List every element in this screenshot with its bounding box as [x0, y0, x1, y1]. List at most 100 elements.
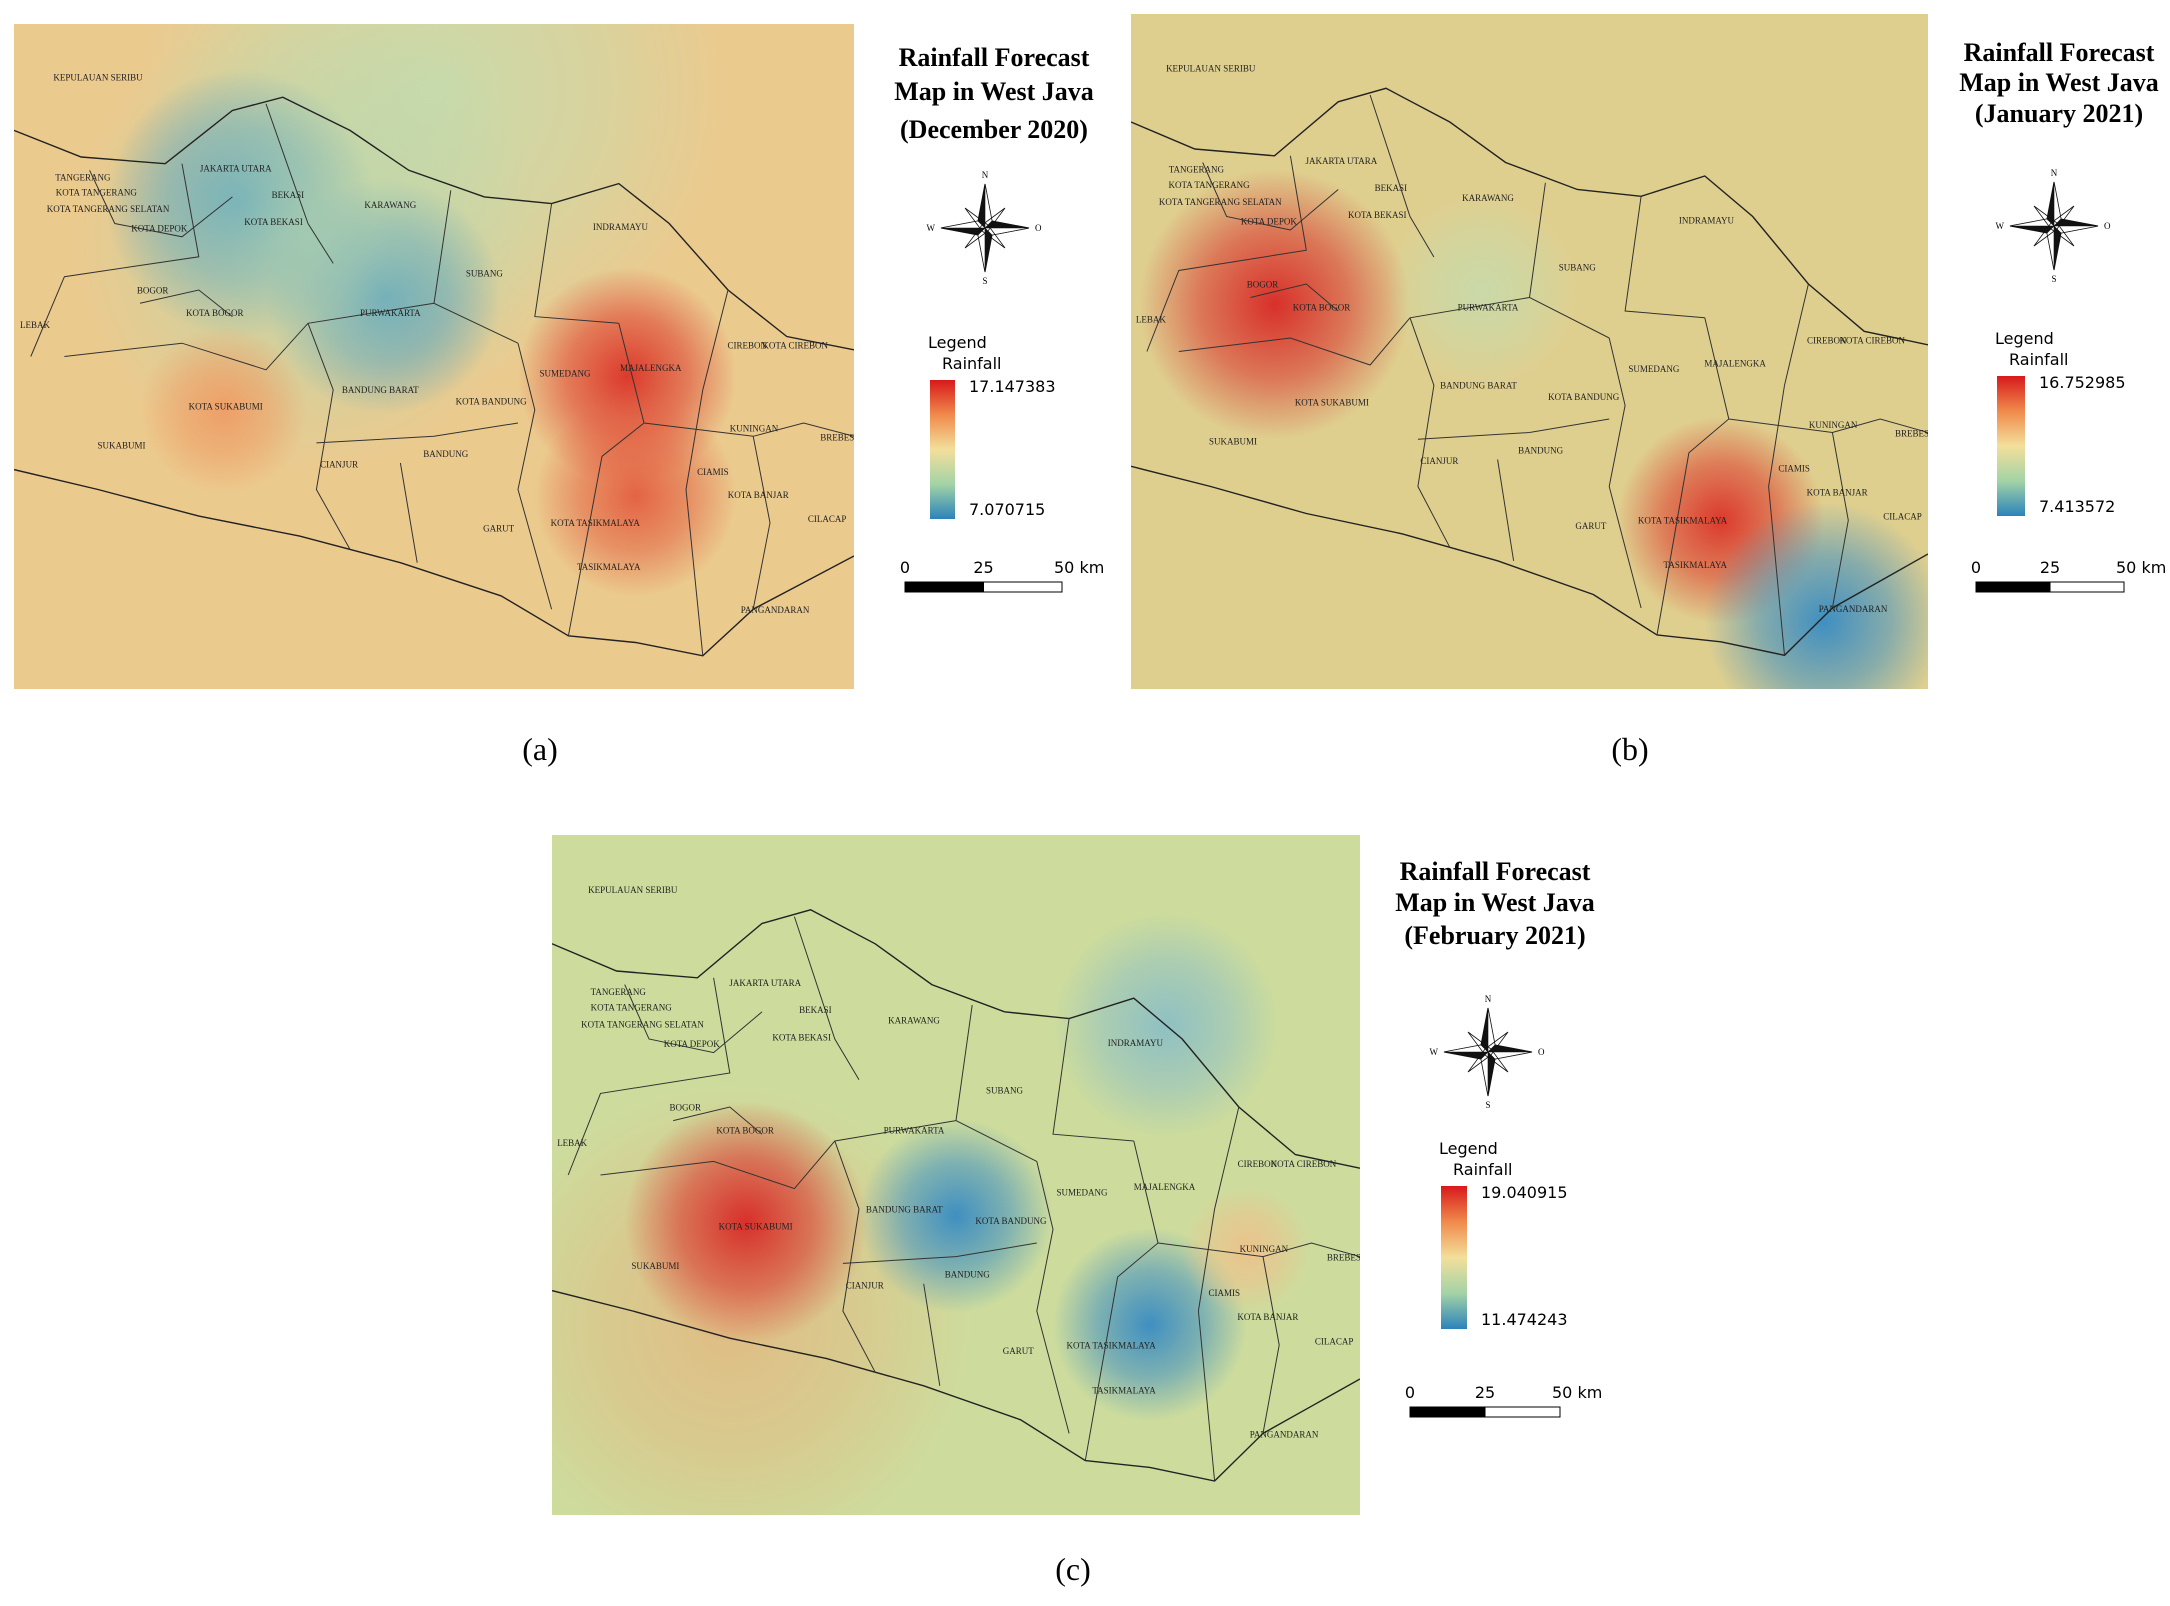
region-label: KARAWANG [364, 200, 416, 210]
region-label: INDRAMAYU [593, 222, 649, 232]
region-border [624, 984, 763, 1054]
region-label: LEBAK [20, 320, 50, 330]
region-label: CIANJUR [846, 1281, 884, 1291]
region-border [1197, 1106, 1240, 1482]
legend-title: Legend [1995, 329, 2054, 348]
region-label: KOTA BEKASI [1348, 210, 1407, 220]
region-border [567, 977, 731, 1176]
scale-label: 0 [1405, 1383, 1415, 1402]
map-title: Rainfall Forecast [899, 43, 1090, 72]
region-label: TANGERANG [55, 172, 111, 182]
region-label: BOGOR [137, 285, 169, 295]
panel: KEPULAUAN SERIBU TANGERANG KOTA TANGERANG K… [552, 835, 1602, 1587]
region-border [1369, 94, 1435, 258]
region-label: INDRAMAYU [1108, 1038, 1164, 1048]
region-label: CIAMIS [1208, 1288, 1240, 1298]
region-label: KOTA DEPOK [1241, 217, 1298, 227]
panel: KEPULAUAN SERIBU TANGERANG KOTA TANGERANG K… [1131, 14, 2166, 767]
region-border [1608, 337, 1642, 609]
region-border [316, 422, 519, 444]
coastline [14, 468, 854, 657]
region-border [1178, 297, 1530, 366]
region-label: KOTA SUKABUMI [189, 402, 263, 412]
legend-max: 19.040915 [1481, 1183, 1568, 1202]
rainfall-field [624, 1101, 868, 1344]
region-label: KUNINGAN [730, 424, 779, 434]
region-border [752, 436, 771, 610]
region-border [1146, 155, 1307, 352]
region-border [30, 163, 200, 357]
region-label: PURWAKARTA [1458, 302, 1519, 312]
region-label: PURWAKARTA [884, 1126, 945, 1136]
map-title: Rainfall Forecast [1964, 38, 2155, 67]
caption: (a) [522, 731, 558, 767]
region-label: TANGERANG [1169, 165, 1225, 175]
region-border [1084, 1140, 1159, 1461]
region-label: KOTA CIREBON [1839, 335, 1905, 345]
rainfall-field [1386, 195, 1578, 387]
region-label: SUMEDANG [1057, 1187, 1109, 1197]
region-border [1728, 418, 1928, 434]
compass: N W O S [1430, 994, 1546, 1110]
region-label: GARUT [1003, 1346, 1035, 1356]
caption: (c) [1055, 1551, 1091, 1587]
legend-max: 16.752985 [2039, 373, 2126, 392]
region-label: BEKASI [272, 190, 305, 200]
region-label: TASIKMALAYA [1092, 1385, 1156, 1395]
coastline [1131, 465, 1928, 657]
region-label: CILACAP [1883, 512, 1922, 522]
region-label: PURWAKARTA [360, 308, 421, 318]
region-label: KOTA SUKABUMI [719, 1221, 793, 1231]
region-label: PANGANDARAN [1819, 604, 1888, 614]
region-label: CIREBON [728, 341, 768, 351]
region-label: KOTA SUKABUMI [1295, 398, 1369, 408]
map-title: Map in West Java [1395, 888, 1595, 917]
legend-ramp [1997, 376, 2025, 516]
region-label: CIREBON [1238, 1159, 1278, 1169]
scale-bar [1409, 1406, 1486, 1418]
region-label: PANGANDARAN [741, 605, 810, 615]
legend-field: Rainfall [942, 354, 1001, 373]
region-label: KOTA TANGERANG [591, 1002, 673, 1012]
region-label: BANDUNG BARAT [866, 1204, 943, 1214]
legend-title: Legend [928, 333, 987, 352]
region-label: KARAWANG [888, 1015, 940, 1025]
legend-field: Rainfall [2009, 350, 2068, 369]
region-label: BANDUNG [945, 1270, 991, 1280]
map: KEPULAUAN SERIBU TANGERANG KOTA TANGERANG K… [552, 835, 1360, 1515]
region-label: KOTA TANGERANG SELATAN [581, 1019, 704, 1029]
compass-label: W [927, 223, 936, 233]
region-border [139, 289, 233, 317]
region-label: KOTA TASIKMALAYA [1066, 1340, 1156, 1350]
region-label: GARUT [483, 523, 515, 533]
region-border [1157, 1242, 1360, 1258]
scale-label: 25 [2040, 558, 2060, 577]
scale-bar [1975, 581, 2051, 593]
map-title: (December 2020) [900, 115, 1088, 144]
compass: N W O S [927, 170, 1043, 286]
region-border [793, 916, 860, 1081]
region-label: BANDUNG [423, 449, 469, 459]
region-label: KOTA BEKASI [244, 217, 303, 227]
legend-min: 7.070715 [969, 500, 1045, 519]
map-title: Map in West Java [1959, 68, 2159, 97]
map: KEPULAUAN SERIBU TANGERANG KOTA TANGERANG K… [1131, 14, 1928, 689]
region-border [1052, 1018, 1134, 1142]
region-border [1624, 196, 1705, 319]
region-border [1409, 317, 1451, 548]
region-label: CILACAP [808, 514, 847, 524]
region-label: SUBANG [466, 269, 504, 279]
region-border [89, 170, 233, 238]
region-label: KEPULAUAN SERIBU [53, 73, 143, 83]
scale-bar [983, 581, 1063, 593]
region-label: KOTA TASIKMALAYA [1638, 516, 1728, 526]
region-border [673, 1106, 763, 1135]
region-label: KOTA BEKASI [772, 1032, 831, 1042]
region-label: CIAMIS [697, 467, 729, 477]
region-label: INDRAMAYU [1679, 215, 1735, 225]
compass-label: W [1996, 221, 2005, 231]
region-label: KEPULAUAN SERIBU [1166, 63, 1256, 73]
region-label: KOTA BANJAR [728, 490, 789, 500]
